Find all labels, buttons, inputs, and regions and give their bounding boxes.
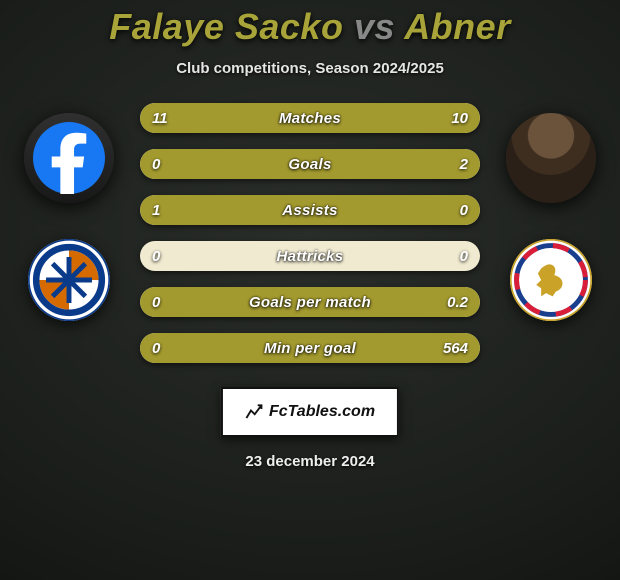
club-badge-montpellier-icon [28,239,110,321]
stat-label: Assists [140,195,480,225]
date-label: 23 december 2024 [245,453,374,470]
stat-row: 0564Min per goal [140,333,480,363]
avatar-placeholder-icon [33,122,105,194]
club-badge-lyon-icon [510,239,592,321]
player1-avatar-placeholder [24,113,114,203]
comparison-arena: 1110Matches 02Goals 10Assists 00Hattricks 00… [0,103,620,580]
brand-badge: FcTables.com [221,387,399,437]
title-vs: vs [354,6,395,47]
page-title: Falaye Sacko vs Abner [109,6,510,48]
stat-label: Min per goal [140,333,480,363]
stat-label: Hattricks [140,241,480,271]
player2-avatar-placeholder [506,113,596,203]
brand-chart-icon [245,403,263,421]
stat-row: 1110Matches [140,103,480,133]
brand-label: FcTables.com [269,403,375,421]
subtitle: Club competitions, Season 2024/2025 [176,60,444,77]
stat-label: Goals per match [140,287,480,317]
player1-avatar [24,113,114,203]
stat-row: 00Hattricks [140,241,480,271]
comparison-rows: 1110Matches 02Goals 10Assists 00Hattricks 00… [140,103,480,363]
stat-row: 02Goals [140,149,480,179]
stat-row: 00.2Goals per match [140,287,480,317]
player2-avatar [506,113,596,203]
stat-label: Matches [140,103,480,133]
player2-club-badge [510,239,592,321]
stat-label: Goals [140,149,480,179]
stat-row: 10Assists [140,195,480,225]
player1-club-badge [28,239,110,321]
comparison-card: Falaye Sacko vs Abner Club competitions,… [0,0,620,580]
title-player2: Abner [404,6,511,47]
title-player1: Falaye Sacko [109,6,343,47]
